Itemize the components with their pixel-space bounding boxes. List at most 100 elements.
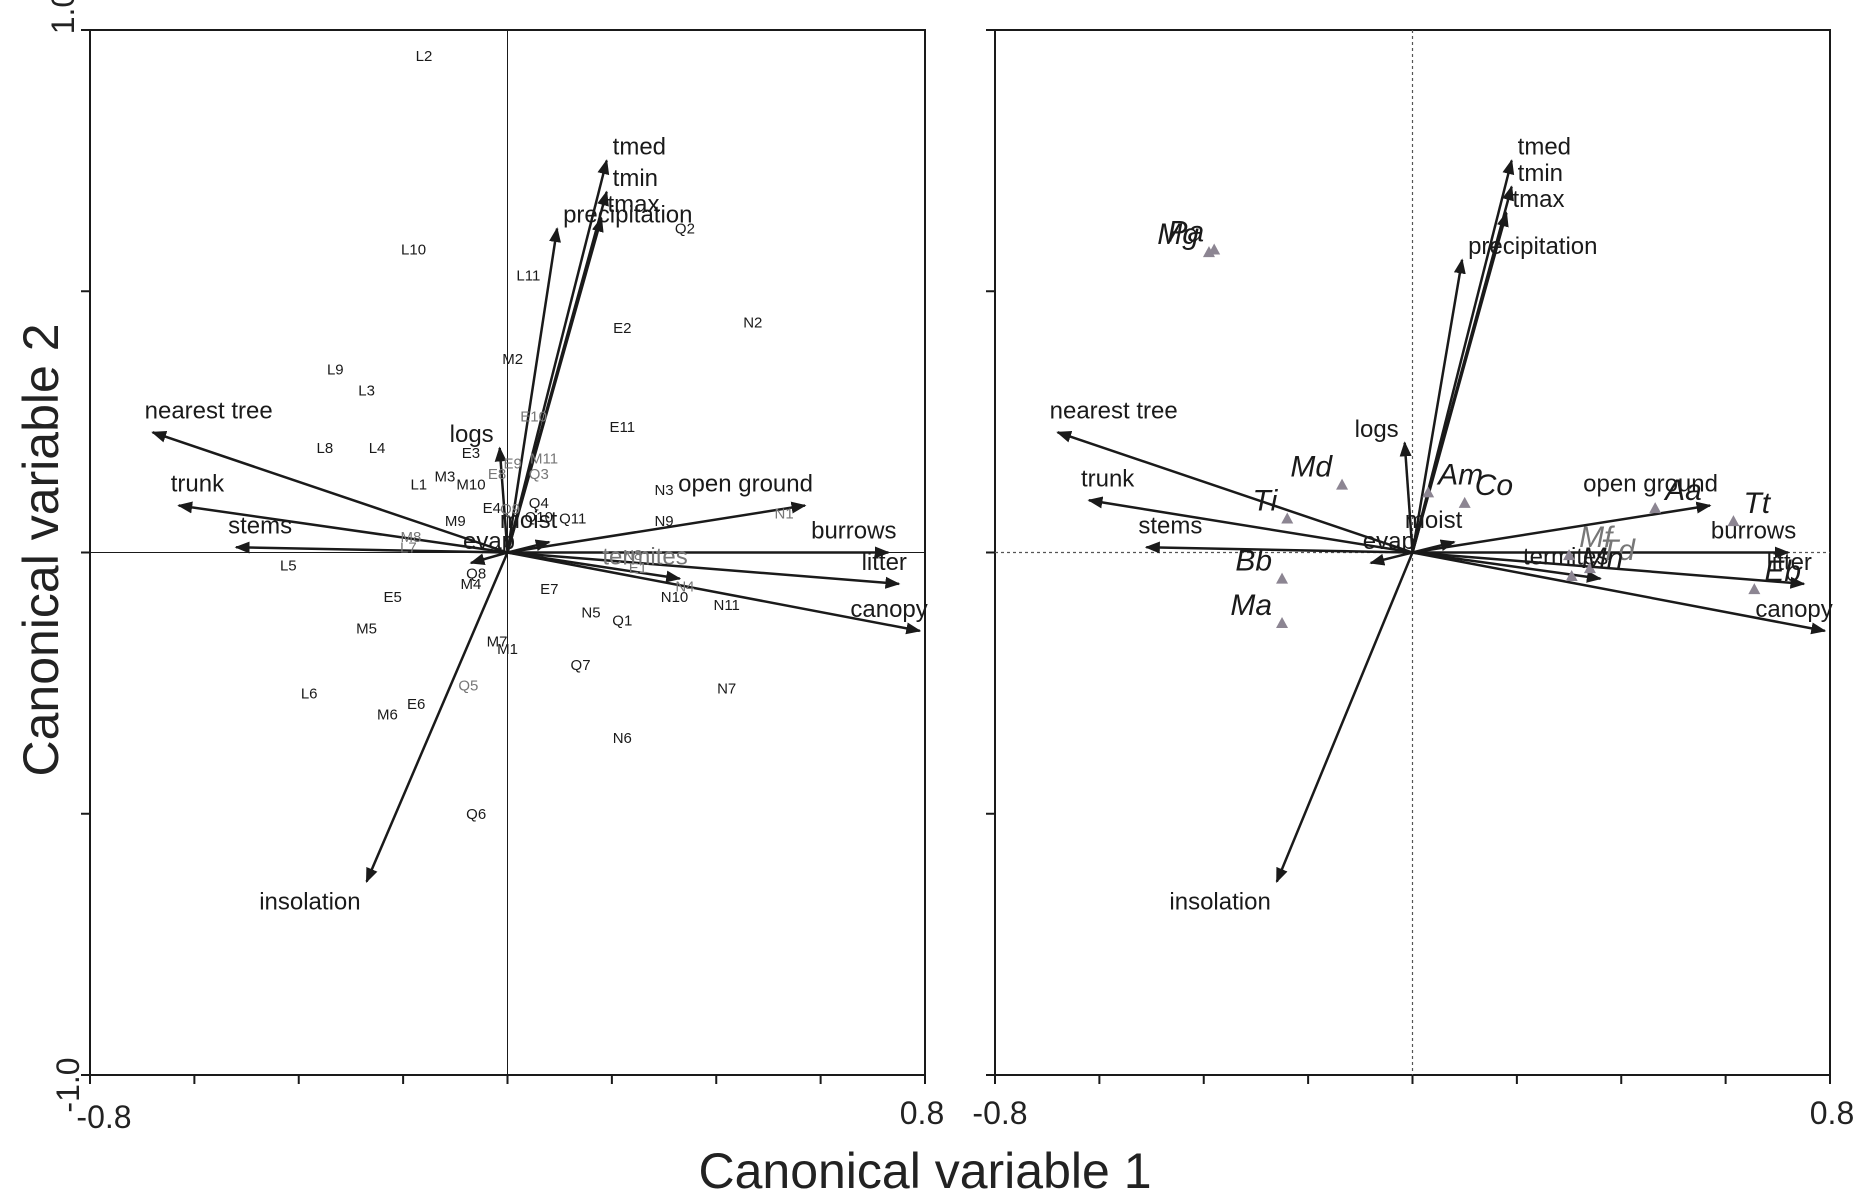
vector-arrow xyxy=(507,539,551,554)
species-label: Mn xyxy=(1582,542,1624,575)
vector-arrow xyxy=(1412,551,1806,589)
vector-label: precipitation xyxy=(1468,233,1597,260)
species-tt: Tt xyxy=(1727,487,1772,527)
site-n4: N4 xyxy=(675,578,694,595)
vector-arrow xyxy=(507,551,922,635)
species-label: Ma xyxy=(1230,589,1272,622)
vector-arrow xyxy=(1411,258,1466,553)
site-n5: N5 xyxy=(581,605,600,622)
vector-arrow xyxy=(1275,552,1414,884)
vector-arrow xyxy=(506,227,561,553)
site-m9: M9 xyxy=(445,513,466,530)
species-label: Ti xyxy=(1253,485,1279,518)
site-n10: N10 xyxy=(661,589,689,606)
vector-litter: litter xyxy=(1412,549,1812,589)
vector-label: nearest tree xyxy=(145,397,273,424)
vector-label: moist xyxy=(500,507,558,534)
site-q6: Q6 xyxy=(466,806,486,823)
vector-arrow xyxy=(1144,541,1413,554)
vector-label: tmax xyxy=(607,191,659,218)
vector-label: tmed xyxy=(613,134,666,161)
species-marker xyxy=(1276,617,1289,629)
vector-arrow xyxy=(1369,551,1413,566)
vector-label: moist xyxy=(1405,507,1463,534)
vector-tmed: tmed xyxy=(506,134,666,553)
vector-arrow xyxy=(507,501,807,554)
vector-stems: stems xyxy=(228,512,508,554)
site-n7: N7 xyxy=(717,680,736,697)
site-n9: N9 xyxy=(654,513,673,530)
site-l9: L9 xyxy=(327,362,344,379)
vector-label: tmax xyxy=(1512,186,1564,213)
site-n6: N6 xyxy=(613,730,632,747)
vector-label: evap xyxy=(463,528,515,555)
site-n1: N1 xyxy=(775,505,794,522)
species-label: Pa xyxy=(1167,215,1204,248)
vector-litter: litter xyxy=(507,549,907,589)
vector-label: open ground xyxy=(678,470,813,497)
site-m6: M6 xyxy=(377,706,398,723)
vector-arrow xyxy=(177,501,508,554)
site-q4: Q4 xyxy=(529,495,549,512)
x-tick-right: 0.8 xyxy=(900,1095,944,1131)
site-l6: L6 xyxy=(301,686,318,703)
vector-canopy: canopy xyxy=(507,551,928,635)
vector-label: stems xyxy=(1138,512,1202,539)
species-marker xyxy=(1563,549,1576,561)
site-e11: E11 xyxy=(610,419,636,436)
vector-trunk: trunk xyxy=(1081,465,1413,554)
vector-precipitation: precipitation xyxy=(506,202,693,553)
vector-label: open ground xyxy=(1583,470,1718,497)
vector-arrow xyxy=(1412,501,1712,554)
vector-label: precipitation xyxy=(563,202,692,229)
site-q5: Q5 xyxy=(458,678,478,695)
species-marker xyxy=(1748,583,1761,595)
species-marker xyxy=(1422,486,1435,498)
vector-arrow xyxy=(1087,496,1413,554)
site-e4: E4 xyxy=(483,500,501,517)
vector-label: logs xyxy=(450,421,494,448)
y-tick-top: 1.0 xyxy=(45,0,81,34)
site-l3: L3 xyxy=(358,383,375,400)
vector-label: tmin xyxy=(613,165,658,192)
species-md: Md xyxy=(1290,451,1349,490)
site-m1: M1 xyxy=(497,641,518,658)
site-e2: E2 xyxy=(613,320,631,337)
species-label: Bb xyxy=(1235,545,1272,578)
vector-arrow xyxy=(1412,551,1602,583)
vector-label: logs xyxy=(1355,416,1399,443)
vector-arrow xyxy=(1056,430,1413,554)
site-m4: M4 xyxy=(461,576,482,593)
vector-arrow xyxy=(1412,539,1456,554)
site-q3: Q3 xyxy=(529,466,549,483)
tick-marks xyxy=(81,29,926,1084)
vector-label: stems xyxy=(228,512,292,539)
site-e8: E8 xyxy=(488,466,506,483)
species-co: Co xyxy=(1458,469,1513,508)
vector-arrow xyxy=(506,216,604,553)
vector-label: nearest tree xyxy=(1050,397,1178,424)
site-q9: Q9 xyxy=(500,501,520,518)
species-bb: Bb xyxy=(1235,545,1289,584)
vector-moist: moist xyxy=(1405,507,1463,554)
vector-label: tmin xyxy=(1518,160,1563,187)
site-l2: L2 xyxy=(416,48,433,65)
site-m10: M10 xyxy=(456,477,485,494)
site-l4: L4 xyxy=(369,440,386,457)
vector-trunk: trunk xyxy=(171,470,508,554)
species-label: Eb xyxy=(1764,555,1801,588)
site-q7: Q7 xyxy=(571,657,591,674)
site-q8: Q8 xyxy=(466,565,486,582)
site-m7: M7 xyxy=(487,633,508,650)
species-eb: Eb xyxy=(1748,555,1801,595)
vector-arrow xyxy=(1412,551,1827,635)
species-mn: Mn xyxy=(1565,542,1624,582)
vector-insolation: insolation xyxy=(259,552,509,916)
species-marker xyxy=(1281,512,1294,524)
vector-logs: logs xyxy=(1355,416,1414,553)
species-marker xyxy=(1276,572,1289,584)
species-td: Td xyxy=(1583,534,1636,574)
